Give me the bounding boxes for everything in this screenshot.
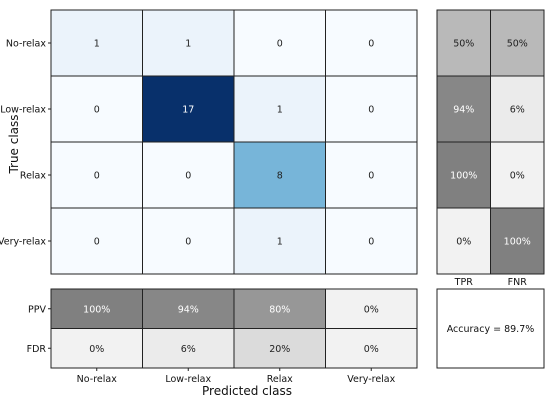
confusion-matrix-grid: 1 1 0 0 0 17 1 0 0 0 8 0 0 0 1 0 No-relax Low-relax Relax V…	[0, 9, 418, 275]
y-axis-title: True class	[7, 114, 21, 174]
row-summary-label-tpr: TPR	[454, 277, 474, 288]
col-summary-value: 6%	[181, 344, 196, 355]
col-summary-label-fdr: FDR	[27, 344, 47, 355]
column-summary-panel: 100% 94% 80% 0% 0% 6% 20% 0% PPV FDR No-relax Low-r…	[27, 288, 418, 385]
row-summary-value: 94%	[453, 105, 474, 116]
col-summary-value: 80%	[269, 304, 290, 315]
matrix-cell-3-0	[50, 207, 143, 275]
matrix-value-3-3: 0	[368, 237, 374, 248]
x-tick-label: Relax	[267, 374, 293, 385]
matrix-value-2-0: 0	[94, 171, 100, 182]
row-summary-label-fnr: FNR	[508, 277, 528, 288]
accuracy-box-frame	[436, 288, 545, 369]
matrix-value-3-1: 0	[185, 237, 191, 248]
col-summary-cell-1-3	[325, 328, 418, 369]
matrix-value-1-3: 0	[368, 105, 374, 116]
matrix-value-3-0: 0	[94, 237, 100, 248]
x-tick-label: No-relax	[77, 374, 118, 385]
accuracy-label: Accuracy = 89.7%	[447, 324, 535, 335]
matrix-value-0-3: 0	[368, 39, 374, 50]
y-tick-label: No-relax	[6, 39, 47, 50]
row-summary-value: 50%	[453, 39, 474, 50]
matrix-cell-1-3	[325, 75, 418, 143]
matrix-cell-1-2	[233, 75, 326, 143]
row-summary-value: 50%	[507, 39, 528, 50]
y-tick-label: Relax	[20, 171, 46, 182]
col-summary-value: 0%	[364, 304, 379, 315]
col-summary-value: 100%	[83, 304, 110, 315]
matrix-cell-3-1	[142, 207, 235, 275]
matrix-cell-0-2	[233, 9, 326, 77]
matrix-value-2-3: 0	[368, 171, 374, 182]
row-summary-cell-3-0	[436, 207, 491, 275]
row-summary-cell-2-0	[436, 141, 491, 209]
row-summary-cell-3-1	[490, 207, 545, 275]
matrix-cell-2-1	[142, 141, 235, 209]
matrix-cell-0-1	[142, 9, 235, 77]
accuracy-panel: Accuracy = 89.7%	[436, 288, 545, 369]
y-tick-label: Low-relax	[0, 105, 46, 116]
col-summary-value: 0%	[364, 344, 379, 355]
matrix-cell-3-2	[233, 207, 326, 275]
row-summary-panel: 50% 50% 94% 6% 100% 0% 0% 100% TPR FNR	[436, 9, 545, 288]
row-summary-cell-1-0	[436, 75, 491, 143]
row-summary-value: 6%	[510, 105, 525, 116]
matrix-value-0-1: 1	[185, 39, 191, 50]
matrix-value-1-1: 17	[182, 105, 194, 116]
matrix-value-2-2: 8	[277, 171, 283, 182]
matrix-cell-2-3	[325, 141, 418, 209]
col-summary-value: 0%	[89, 344, 104, 355]
col-summary-cell-1-1	[142, 328, 235, 369]
col-summary-value: 94%	[178, 304, 199, 315]
col-summary-value: 20%	[269, 344, 290, 355]
row-summary-cell-0-1	[490, 9, 545, 77]
col-summary-label-ppv: PPV	[28, 304, 46, 315]
row-summary-value: 0%	[510, 171, 525, 182]
matrix-cell-0-0	[50, 9, 143, 77]
matrix-cell-3-3	[325, 207, 418, 275]
row-summary-value: 0%	[456, 237, 471, 248]
row-summary-value: 100%	[450, 171, 477, 182]
matrix-value-1-2: 1	[277, 105, 283, 116]
matrix-value-1-0: 0	[94, 105, 100, 116]
matrix-value-2-1: 0	[185, 171, 191, 182]
matrix-value-0-0: 1	[94, 39, 100, 50]
x-tick-label: Low-relax	[165, 374, 211, 385]
row-summary-value: 100%	[504, 237, 531, 248]
x-axis-title: Predicted class	[202, 384, 292, 398]
x-tick-label: Very-relax	[347, 374, 395, 385]
y-tick-label: Very-relax	[0, 237, 46, 248]
matrix-value-0-2: 0	[277, 39, 283, 50]
matrix-value-3-2: 1	[277, 237, 283, 248]
col-summary-cell-0-3	[325, 288, 418, 329]
row-summary-cell-0-0	[436, 9, 491, 77]
